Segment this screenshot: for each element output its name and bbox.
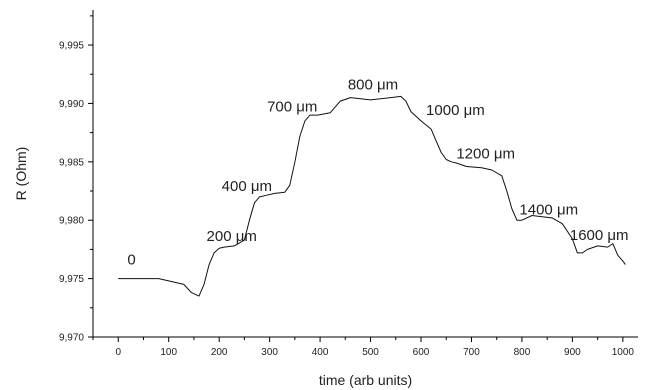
y-tick-label: 9,985 xyxy=(59,157,84,168)
y-axis-title: R (Ohm) xyxy=(13,147,29,201)
annotation-label: 1200 μm xyxy=(456,145,515,162)
series-line xyxy=(118,95,626,297)
ticks xyxy=(88,15,624,342)
x-tick-label: 1000 xyxy=(612,347,635,358)
x-tick-label: 500 xyxy=(362,347,379,358)
x-tick-label: 200 xyxy=(211,347,228,358)
annotation-label: 0 xyxy=(127,252,135,269)
annotation-label: 1400 μm xyxy=(519,201,578,218)
y-tick-label: 9,995 xyxy=(59,41,84,52)
annotation-label: 1000 μm xyxy=(426,102,485,119)
x-tick-label: 600 xyxy=(413,347,430,358)
annotation-label: 200 μm xyxy=(207,228,257,245)
x-tick-label: 100 xyxy=(160,347,177,358)
y-tick-label: 9,975 xyxy=(59,274,84,285)
x-tick-label: 300 xyxy=(261,347,278,358)
x-tick-label: 700 xyxy=(463,347,480,358)
y-tick-label: 9,980 xyxy=(59,216,84,227)
annotation-label: 400 μm xyxy=(222,178,272,195)
y-tick-label: 9,970 xyxy=(59,333,84,344)
annotations: 0 200 μm 400 μm 700 μm 800 μm 1000 μm 1200 μm 1… xyxy=(127,76,628,268)
x-axis-title: time (arb units) xyxy=(319,372,412,388)
y-tick-label: 9,990 xyxy=(59,99,84,110)
series-group xyxy=(118,95,626,297)
axes xyxy=(92,10,638,338)
x-tick-label: 400 xyxy=(312,347,329,358)
x-tick-label: 900 xyxy=(564,347,581,358)
x-tick-label: 800 xyxy=(514,347,531,358)
annotation-label: 700 μm xyxy=(267,99,317,116)
annotation-label: 800 μm xyxy=(348,76,398,93)
tick-labels: 0 100 200 300 400 500 600 700 800 900 1000 9,970 9,9… xyxy=(59,41,634,358)
x-tick-label: 0 xyxy=(115,347,121,358)
annotation-label: 1600 μm xyxy=(570,227,629,244)
